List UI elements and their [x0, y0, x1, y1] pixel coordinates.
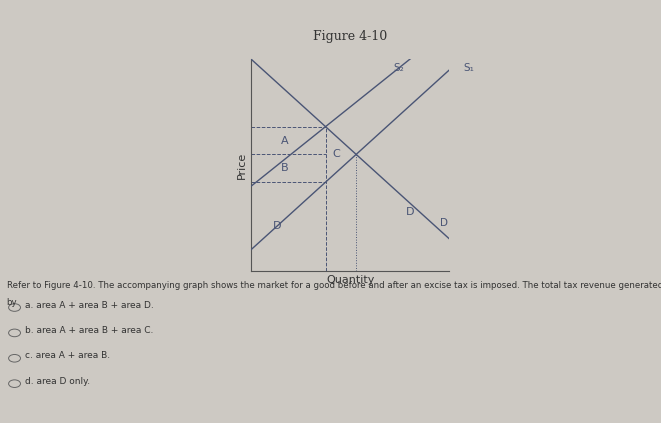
Text: C: C [332, 149, 340, 159]
Text: D: D [440, 218, 447, 228]
Text: b. area A + area B + area C.: b. area A + area B + area C. [25, 326, 153, 335]
Text: S₂: S₂ [393, 63, 404, 74]
Text: D: D [406, 206, 414, 217]
Text: S₁: S₁ [463, 63, 474, 74]
X-axis label: Quantity: Quantity [326, 275, 375, 285]
Text: Refer to Figure 4-10. The accompanying graph shows the market for a good before : Refer to Figure 4-10. The accompanying g… [7, 281, 661, 290]
Text: c. area A + area B.: c. area A + area B. [25, 352, 110, 360]
Y-axis label: Price: Price [237, 151, 247, 179]
Text: A: A [281, 135, 288, 146]
Text: a. area A + area B + area D.: a. area A + area B + area D. [25, 301, 154, 310]
Text: Figure 4-10: Figure 4-10 [313, 30, 387, 43]
Text: d. area D only.: d. area D only. [25, 377, 91, 386]
Text: B: B [281, 163, 288, 173]
Text: D: D [273, 221, 282, 231]
Text: by: by [7, 298, 17, 307]
